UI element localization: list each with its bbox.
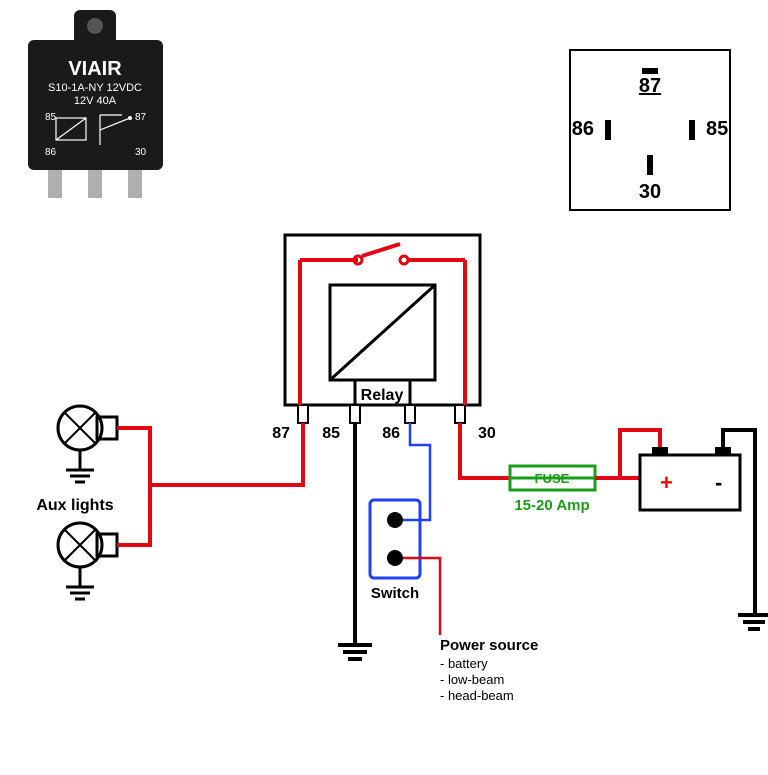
svg-text:Relay: Relay — [361, 387, 404, 404]
power-item-0: - battery — [440, 656, 488, 671]
svg-text:85: 85 — [45, 112, 57, 123]
svg-text:+: + — [660, 470, 673, 495]
aux-lights: Aux lights — [36, 406, 117, 599]
wiring-circuit: Relay 87 85 86 30 — [36, 235, 768, 703]
svg-text:87: 87 — [135, 112, 147, 123]
fuse: FUSE 15-20 Amp — [510, 466, 595, 514]
svg-text:86: 86 — [382, 425, 400, 442]
relay-symbol: Relay — [285, 235, 480, 423]
svg-text:86: 86 — [45, 147, 57, 158]
power-item-1: - low-beam — [440, 672, 504, 687]
power-source-label: Power source — [440, 637, 538, 654]
svg-text:Aux lights: Aux lights — [36, 497, 113, 514]
svg-text:FUSE: FUSE — [535, 471, 570, 486]
svg-text:-: - — [715, 470, 722, 495]
power-item-2: - head-beam — [440, 688, 514, 703]
svg-text:12V 40A: 12V 40A — [74, 95, 117, 107]
svg-text:Switch: Switch — [371, 585, 419, 602]
svg-text:VIAIR: VIAIR — [68, 58, 122, 80]
pinout-diagram: 87 86 85 30 — [570, 50, 730, 210]
svg-text:30: 30 — [135, 147, 147, 158]
svg-text:87: 87 — [272, 425, 290, 442]
relay-photo: VIAIR S10-1A-NY 12VDC 12V 40A 85 87 86 3… — [28, 10, 163, 198]
svg-text:86: 86 — [572, 118, 594, 140]
svg-text:15-20 Amp: 15-20 Amp — [514, 497, 589, 514]
switch: Switch — [370, 500, 420, 602]
svg-text:85: 85 — [322, 425, 340, 442]
svg-text:87: 87 — [639, 75, 661, 97]
svg-text:S10-1A-NY 12VDC: S10-1A-NY 12VDC — [48, 82, 142, 94]
svg-text:30: 30 — [478, 425, 496, 442]
battery: + - — [640, 447, 740, 510]
diagram-canvas: VIAIR S10-1A-NY 12VDC 12V 40A 85 87 86 3… — [0, 0, 768, 775]
svg-text:30: 30 — [639, 181, 661, 203]
svg-text:85: 85 — [706, 118, 728, 140]
